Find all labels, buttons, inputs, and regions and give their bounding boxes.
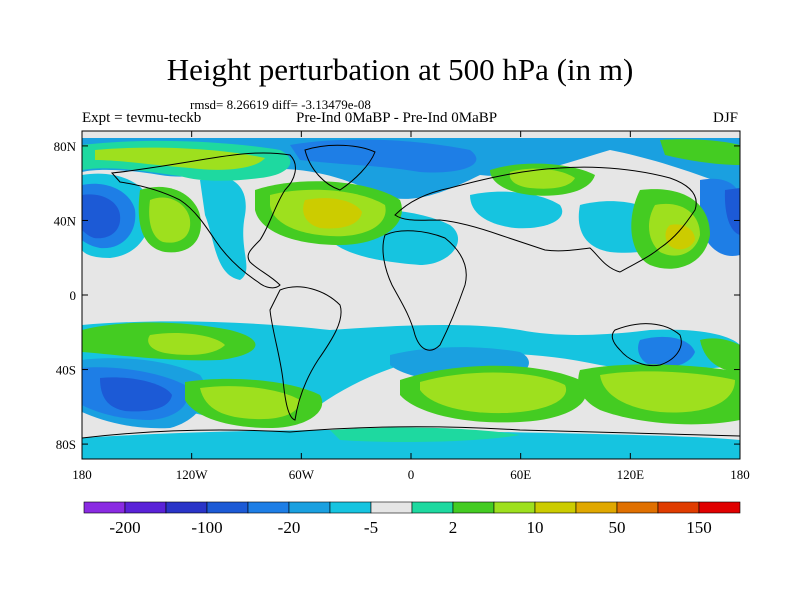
contour-yellowgreen-pacific xyxy=(149,197,191,243)
y-tick-label: 40S xyxy=(56,363,76,378)
contour-cyan-na xyxy=(200,176,247,280)
colorbar-swatch xyxy=(657,501,700,514)
colorbar-swatch xyxy=(616,501,659,514)
coast-greenland xyxy=(304,144,376,191)
y-tick-label: 40N xyxy=(54,213,77,228)
coastlines xyxy=(82,144,740,439)
contour-yellowgreen-arctic xyxy=(95,147,265,170)
colorbar-swatch xyxy=(288,501,331,514)
contour-yellow-npacific xyxy=(665,224,695,250)
colorbar-swatch xyxy=(83,501,126,514)
contour-yellow-atlantic xyxy=(303,198,362,229)
coast-australia xyxy=(611,323,682,367)
contour-green-arctic-e xyxy=(660,139,740,165)
colorbar-swatch xyxy=(452,501,495,514)
colorbar-swatch xyxy=(493,501,536,514)
coast-north-america xyxy=(110,152,296,289)
colorbar-label: 10 xyxy=(527,518,544,537)
colorbar-label: -5 xyxy=(364,518,378,537)
y-tick-label: 80S xyxy=(56,437,76,452)
x-tick-label: 120E xyxy=(617,467,645,482)
x-tick-label: 180 xyxy=(730,467,750,482)
colorbar-swatch xyxy=(329,501,372,514)
colorbar-swatch xyxy=(124,501,167,514)
colorbar-swatch xyxy=(165,501,208,514)
contour-deepblue-south-pac xyxy=(100,377,172,412)
coast-eurasia xyxy=(394,166,697,273)
contour-darkblue-north xyxy=(290,139,477,173)
y-axis: 80N 40N 0 40S 80S xyxy=(54,139,740,452)
x-axis: 180 120W 60W 0 60E 120E 180 xyxy=(72,131,750,482)
contour-teal-antarctic xyxy=(330,427,520,443)
colorbar-label: -200 xyxy=(109,518,140,537)
contour-yellowgreen-siberia xyxy=(509,168,575,189)
colorbar-label: -100 xyxy=(191,518,222,537)
contour-deepblue-pacific-e xyxy=(724,188,740,235)
colorbar: -200 -100 -20 -5 2 10 50 150 xyxy=(83,501,741,537)
comparison-label: Pre-Ind 0MaBP - Pre-Ind 0MaBP xyxy=(296,110,498,126)
x-tick-label: 0 xyxy=(408,467,415,482)
stats-label: rmsd= 8.26619 diff= -3.13479e-08 xyxy=(190,97,371,112)
contour-yellowgreen-s-pacific xyxy=(148,333,225,355)
colorbar-swatch xyxy=(698,501,741,514)
x-tick-label: 180 xyxy=(72,467,92,482)
contour-yellowgreen-s-pacific-e xyxy=(600,371,735,413)
colorbar-swatch xyxy=(575,501,618,514)
colorbar-swatch xyxy=(370,501,413,514)
contour-yellowgreen-s-atlantic-w xyxy=(200,386,300,420)
colorbar-swatch xyxy=(534,501,577,514)
colorbar-label: 2 xyxy=(449,518,458,537)
colorbar-swatch xyxy=(411,501,454,514)
coast-south-america xyxy=(269,286,342,421)
x-tick-label: 60W xyxy=(289,467,315,482)
contour-yellowgreen-s-indian xyxy=(420,372,567,414)
x-tick-label: 60E xyxy=(510,467,531,482)
contour-field xyxy=(82,131,740,459)
experiment-label: Expt = tevmu-teckb xyxy=(82,110,202,126)
colorbar-label: 50 xyxy=(609,518,626,537)
colorbar-label: 150 xyxy=(686,518,712,537)
colorbar-label: -20 xyxy=(278,518,301,537)
contour-green-e-edge xyxy=(700,338,740,372)
chart-title: Height perturbation at 500 hPa (in m) xyxy=(166,52,634,87)
contour-cyan-asia xyxy=(470,191,563,229)
y-tick-label: 0 xyxy=(70,288,77,303)
colorbar-swatch xyxy=(247,501,290,514)
season-label: DJF xyxy=(713,110,739,126)
x-tick-label: 120W xyxy=(176,467,209,482)
colorbar-swatch xyxy=(206,501,249,514)
y-tick-label: 80N xyxy=(54,139,77,154)
contour-deepblue-pacific-w xyxy=(82,194,121,239)
contour-cyan-antarctic xyxy=(82,430,740,459)
coast-africa xyxy=(382,230,467,351)
coast-antarctica xyxy=(82,426,740,439)
